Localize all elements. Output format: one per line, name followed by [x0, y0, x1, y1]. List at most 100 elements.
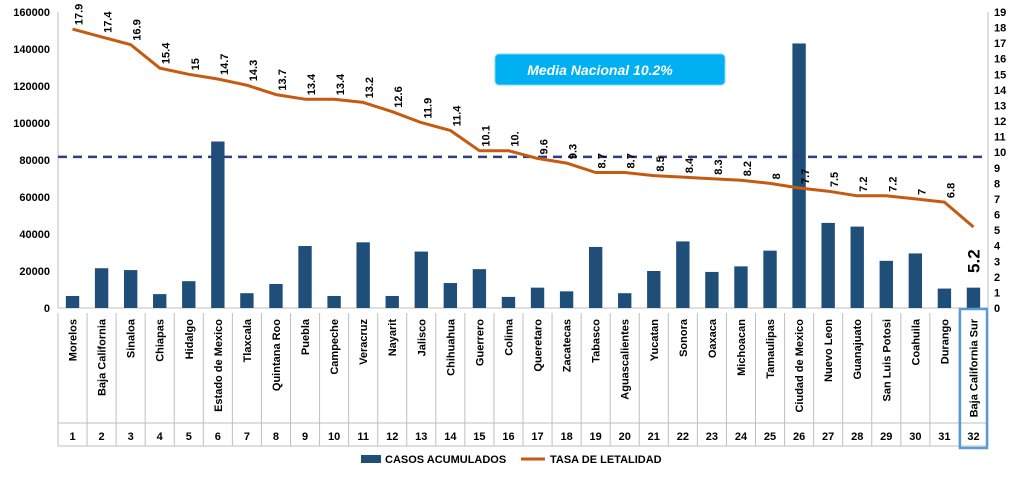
data-label-tasa: 6.8 [945, 183, 957, 198]
data-label-tasa: 15.4 [161, 42, 173, 64]
category-label: Coahuila [910, 318, 922, 365]
data-label-tasa: 7.2 [887, 177, 899, 192]
category-label: Colima [503, 318, 515, 356]
rank-label: 4 [157, 431, 164, 443]
category-label: Estado de Mexico [213, 319, 225, 412]
category-label: Michoacan [736, 319, 748, 376]
left-tick-label: 60000 [19, 192, 50, 204]
right-tick-label: 10 [994, 147, 1006, 159]
bar-casos [734, 266, 748, 308]
right-tick-label: 0 [994, 303, 1000, 315]
category-label: Chihuahua [445, 318, 457, 376]
data-label-tasa: 12.6 [393, 86, 405, 107]
rank-label: 11 [357, 431, 369, 443]
rank-label: 3 [128, 431, 134, 443]
rank-label: 17 [531, 431, 543, 443]
data-label-tasa: 8 [771, 173, 783, 179]
bar-casos [472, 269, 487, 308]
right-tick-label: 8 [994, 178, 1000, 190]
bar-casos [879, 260, 893, 308]
left-tick-label: 80000 [19, 155, 50, 167]
legend-label-tasa: TASA DE LETALIDAD [550, 454, 662, 466]
category-label: Campeche [329, 319, 341, 375]
data-label-tasa: 13.2 [364, 77, 376, 98]
rank-label: 9 [302, 431, 308, 443]
data-label-tasa: 13.4 [335, 73, 347, 95]
category-label: Nuevo Leon [823, 319, 835, 382]
data-label-tasa: 8.7 [626, 153, 638, 168]
data-label-tasa: 11.9 [422, 98, 434, 119]
category-label: Sonora [678, 318, 690, 357]
data-label-tasa: 7.5 [829, 172, 841, 187]
left-tick-label: 40000 [19, 229, 50, 241]
highlight-box [958, 307, 989, 450]
rank-label: 25 [764, 431, 776, 443]
right-tick-label: 3 [994, 256, 1000, 268]
rank-label: 15 [473, 431, 485, 443]
series-line-tasa [72, 27, 975, 229]
bar-casos [647, 271, 661, 308]
rank-label: 18 [560, 431, 572, 443]
data-label-tasa: 17.9 [74, 4, 86, 25]
category-label: Morelos [68, 319, 80, 361]
bar-casos [908, 253, 923, 308]
left-tick-label: 20000 [19, 266, 50, 278]
category-label: Quintana Roo [271, 319, 283, 391]
category-label: Durango [939, 319, 951, 365]
right-tick-label: 15 [994, 69, 1006, 81]
rank-label: 20 [619, 431, 631, 443]
data-label-tasa: 8.3 [713, 159, 725, 174]
category-label: San Luis Potosi [881, 319, 893, 402]
data-label-tasa: 9.3 [568, 144, 580, 159]
bar-casos [298, 246, 312, 308]
bar-casos [65, 295, 80, 308]
data-label-tasa: 10. [509, 131, 521, 146]
bar-casos [94, 268, 109, 308]
rank-label: 28 [851, 431, 863, 443]
bar-casos [588, 246, 603, 308]
rank-label: 32 [967, 431, 979, 443]
rate-labels: 17.9 17.4 16.9 15.4 15 14.7 14.3 13.7 13.4 13.4 13… [74, 4, 984, 273]
data-label-tasa: 7.7 [800, 169, 812, 184]
rank-label: 27 [822, 431, 834, 443]
right-tick-label: 14 [994, 85, 1007, 97]
rank-label: 7 [244, 431, 250, 443]
bar-casos [182, 281, 196, 308]
category-label: Jalisco [416, 319, 428, 357]
data-label-tasa: 15 [190, 58, 202, 70]
data-label-tasa: 16.9 [132, 19, 144, 40]
callout-box [494, 53, 726, 86]
rank-label: 24 [735, 431, 748, 443]
rank-label: 31 [938, 431, 950, 443]
bar-casos [821, 222, 835, 308]
data-label-tasa: 14.7 [219, 54, 231, 75]
category-table: Morelos Baja California Sinaloa Chiapas Hida… [57, 307, 989, 450]
right-tick-label: 1 [994, 287, 1000, 299]
category-label: Yucatan [649, 319, 661, 361]
rank-label: 2 [99, 431, 105, 443]
right-tick-label: 12 [994, 116, 1006, 128]
right-tick-label: 2 [994, 272, 1000, 284]
data-label-tasa: 7.2 [858, 177, 870, 192]
rank-label: 26 [793, 431, 805, 443]
bar-casos [530, 287, 545, 308]
data-label-tasa: 11.4 [451, 105, 463, 127]
right-tick-label: 13 [994, 100, 1006, 112]
rank-label: 1 [69, 431, 75, 443]
legend-swatch-casos [361, 455, 381, 463]
bar-casos [211, 141, 225, 308]
data-label-tasa: 8.2 [742, 161, 754, 176]
rank-label: 14 [444, 431, 457, 443]
rank-label: 5 [186, 431, 192, 443]
category-label: Queretaro [533, 319, 545, 372]
rank-label: 6 [215, 431, 221, 443]
bar-casos [618, 293, 632, 308]
category-label: Puebla [300, 318, 312, 355]
data-label-tasa: 7 [916, 189, 928, 195]
bar-casos [559, 291, 574, 308]
bar-casos [414, 251, 428, 308]
bars-casos-acumulados [65, 43, 981, 308]
bar-casos [763, 250, 777, 308]
bar-casos [501, 296, 516, 308]
